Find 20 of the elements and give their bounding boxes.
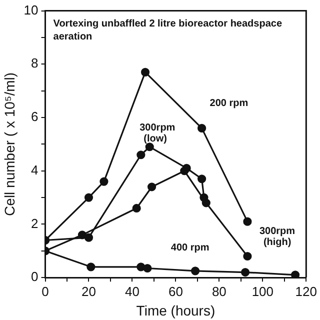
x-tick-label: 100 (252, 284, 274, 299)
x-tick-label: 60 (168, 284, 183, 299)
x-axis-title: Time (hours) (136, 302, 216, 318)
y-axis-title: Cell number ( x 10⁵/ml) (1, 72, 18, 216)
series-label: 200 rpm (210, 98, 248, 109)
x-tick-label: 40 (124, 284, 140, 299)
x-tick-label: 120 (295, 284, 318, 299)
series-label: 300rpm (high) (259, 226, 296, 248)
y-tick-label: 8 (31, 56, 38, 71)
x-tick-label: 80 (212, 284, 226, 299)
y-tick-label: 2 (31, 216, 38, 231)
x-tick-label: 0 (42, 284, 49, 299)
y-tick-label: 6 (31, 109, 38, 124)
annotation: Vortexing unbaffled 2 litre bioreactor headspace aeration (53, 18, 282, 43)
series-label: 300rpm (low) (140, 122, 176, 145)
y-tick-label: 0 (31, 269, 38, 284)
y-tick-label: 10 (24, 2, 38, 18)
series-label: 400 rpm (170, 242, 210, 254)
y-tick-label: 4 (31, 162, 38, 178)
x-tick-label: 20 (82, 284, 96, 299)
